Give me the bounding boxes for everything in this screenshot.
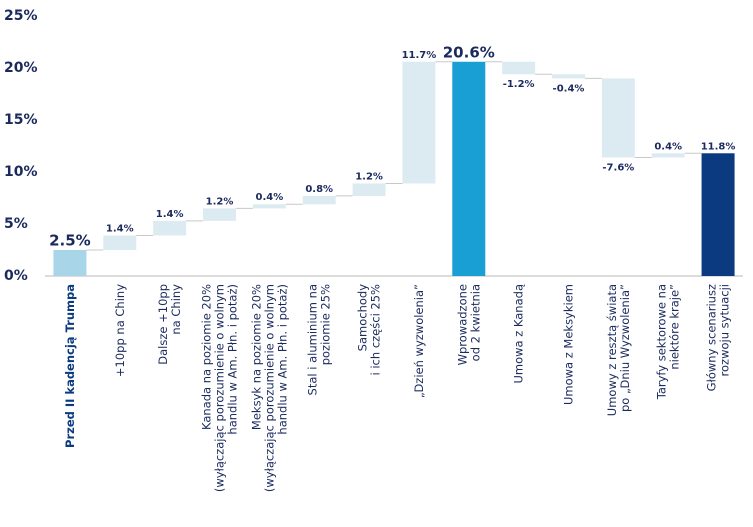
- y-tick-label: 10%: [4, 164, 38, 180]
- x-tick-label: Przed II kadencją Trumpa: [62, 284, 76, 448]
- value-label: -0.4%: [553, 83, 585, 94]
- value-label: 11.8%: [701, 141, 736, 152]
- x-tick-label: Samochodyi ich części 25%: [355, 284, 382, 376]
- x-tick-label: Stal i aluminium napoziomie 25%: [305, 284, 332, 396]
- bar: [352, 183, 386, 196]
- x-tick-label: Dalsze +10ppna Chiny: [156, 284, 183, 365]
- y-tick-label: 25%: [4, 8, 38, 24]
- y-tick-label: 20%: [4, 60, 38, 76]
- value-label: 0.8%: [305, 184, 333, 195]
- x-tick-label: Taryfy sektorowe naniektóre kraje”: [654, 284, 681, 400]
- value-label: 1.4%: [156, 209, 184, 220]
- value-label: 0.4%: [654, 141, 682, 152]
- bar: [452, 61, 486, 277]
- bar: [651, 153, 685, 158]
- bar: [402, 61, 436, 184]
- bar: [701, 153, 735, 276]
- x-tick-label: Meksyk na poziomie 20%(wyłączając porozu…: [249, 284, 289, 492]
- x-tick-label: Umowy z resztą światapo „Dniu Wyzwolenia…: [604, 284, 631, 416]
- value-label: 0.4%: [255, 192, 283, 203]
- value-label: -7.6%: [602, 162, 634, 173]
- value-label: 11.7%: [402, 50, 437, 61]
- bar: [552, 74, 585, 79]
- bar: [502, 61, 536, 75]
- y-tick-label: 15%: [4, 112, 38, 128]
- bar: [153, 220, 187, 236]
- x-tick-label: Umowa z Meksykiem: [561, 284, 575, 405]
- bar: [103, 235, 137, 250]
- bar: [203, 208, 236, 221]
- y-tick-label: 5%: [4, 216, 28, 232]
- value-label: 1.2%: [206, 196, 234, 207]
- x-tick-label: +10pp na Chiny: [112, 284, 126, 377]
- bar: [53, 250, 87, 276]
- value-label: 1.4%: [106, 223, 134, 234]
- value-label: 20.6%: [443, 43, 495, 61]
- x-tick-label: Główny scenariuszrozwoju sytuacji: [704, 284, 731, 391]
- value-label: 2.5%: [49, 232, 91, 250]
- x-tick-label: „Dzień wyzwolenia”: [411, 284, 425, 398]
- bar: [302, 195, 336, 205]
- y-tick-label: 0%: [4, 268, 28, 284]
- x-tick-label: Kanada na poziomie 20%(wyłączając porozu…: [199, 284, 239, 492]
- bar: [252, 204, 286, 209]
- x-tick-label: Wprowadzoneod 2 kwietnia: [455, 284, 482, 365]
- value-label: -1.2%: [503, 79, 535, 90]
- value-label: 1.2%: [355, 171, 383, 182]
- bar: [601, 78, 635, 158]
- x-tick-label: Umowa z Kanadą: [511, 284, 525, 384]
